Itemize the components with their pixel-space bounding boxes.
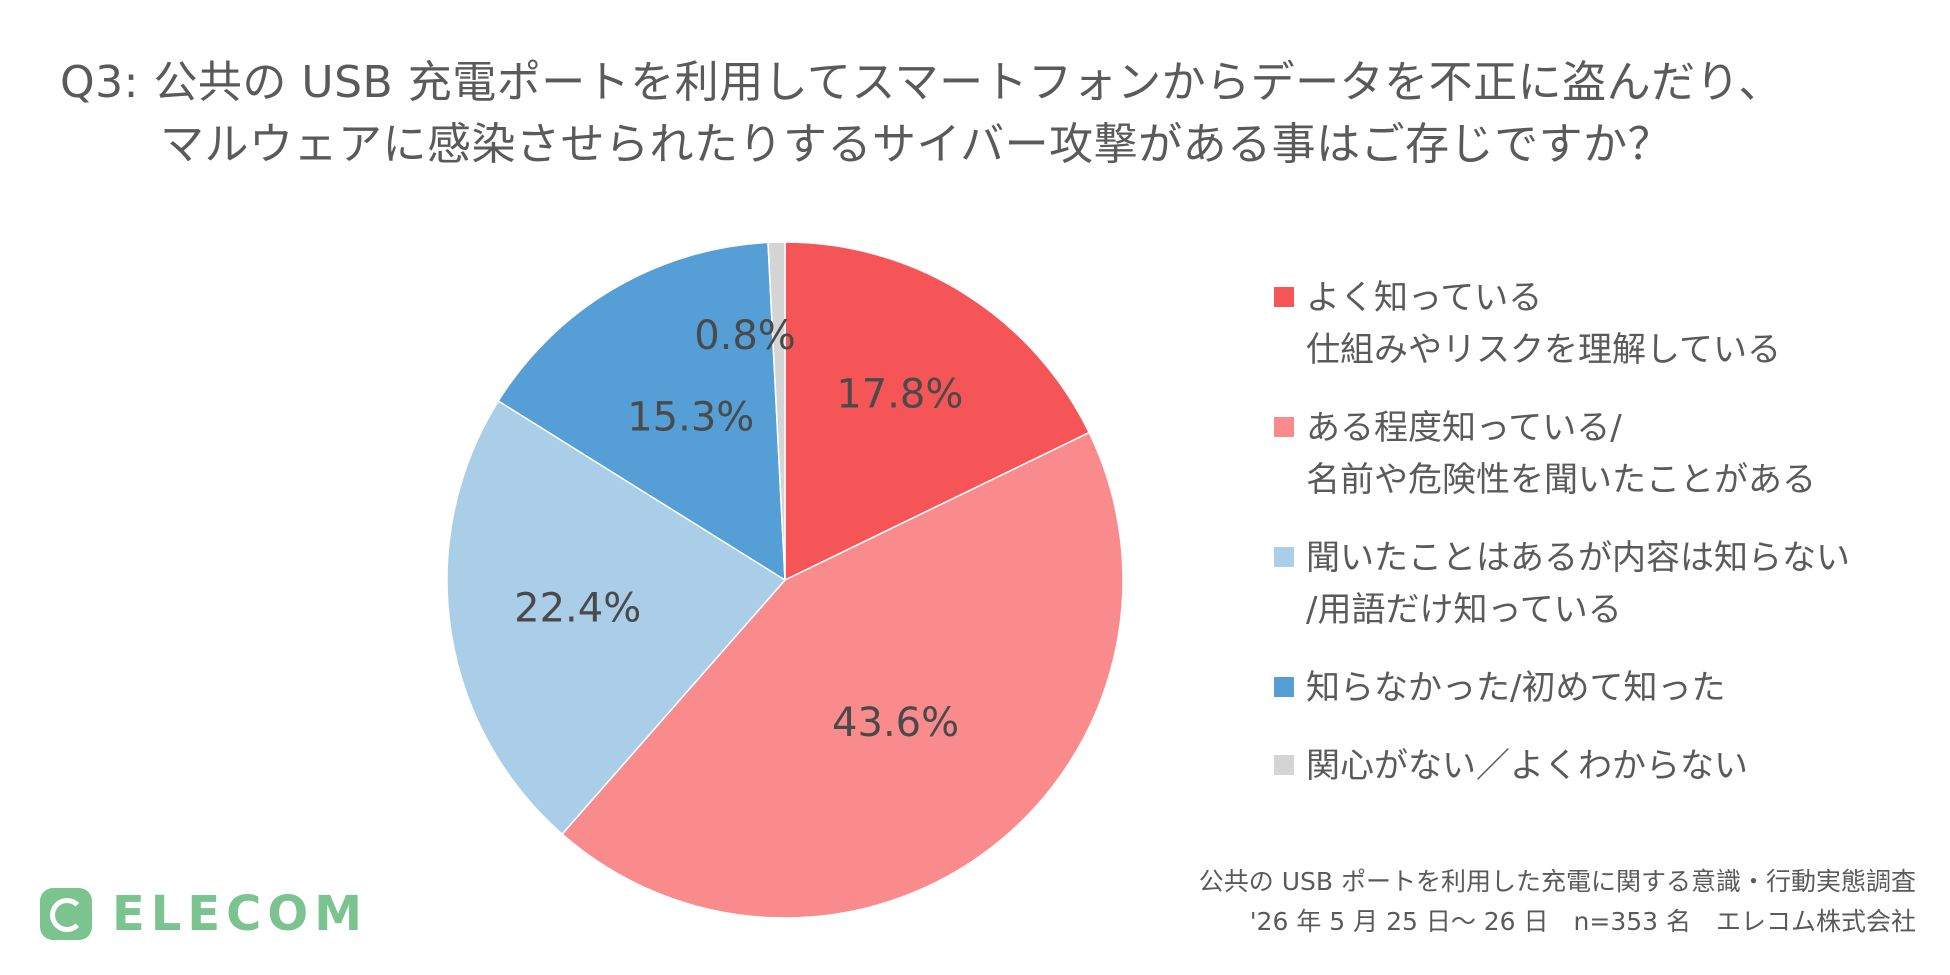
elecom-logo-text: ELECOM <box>112 886 368 942</box>
elecom-logo: ELECOM <box>40 886 368 942</box>
pie-slice-3 <box>446 399 787 836</box>
legend-item-4: 知らなかった/初めて知った <box>1270 662 1930 714</box>
pie-slice-1 <box>784 241 1091 582</box>
legend-swatch-2 <box>1274 417 1294 437</box>
source-note: 公共の USB ポートを利用した充電に関する意識・行動実態調査 '26 年 5 … <box>1199 862 1916 942</box>
chart-title-line-2: マルウェアに感染させられたりするサイバー攻撃がある事はご存じですか？ <box>160 119 1673 170</box>
pie-slice-2 <box>561 431 1124 919</box>
chart-title-line-1: Q3: 公共の USB 充電ポートを利用してスマートフォンからデータを不正に盗ん… <box>60 57 1783 108</box>
legend-swatch-3 <box>1274 547 1294 567</box>
legend-label-1-line-1: よく知っている <box>1306 278 1543 318</box>
source-note-line-2: '26 年 5 月 25 日～ 26 日 n=353 名 エレコム株式会社 <box>1249 907 1916 936</box>
legend-item-3: 聞いたことはあるが内容は知らない/用語だけ知っている <box>1270 532 1930 636</box>
data-label-5: 0.8% <box>694 313 796 359</box>
legend-label-2-line-2: 名前や危険性を聞いたことがある <box>1306 460 1816 500</box>
legend-label-4-line-1: 知らなかった/初めて知った <box>1306 668 1726 708</box>
chart-title: Q3: 公共の USB 充電ポートを利用してスマートフォンからデータを不正に盗ん… <box>60 52 1920 176</box>
legend-item-1: よく知っている仕組みやリスクを理解している <box>1270 272 1930 376</box>
data-label-1: 17.8% <box>836 372 963 418</box>
legend-item-5: 関心がない／よくわからない <box>1270 740 1930 792</box>
data-label-3: 22.4% <box>514 586 641 632</box>
source-note-line-1: 公共の USB ポートを利用した充電に関する意識・行動実態調査 <box>1198 867 1916 896</box>
data-label-4: 15.3% <box>627 395 754 441</box>
legend-label-1-line-2: 仕組みやリスクを理解している <box>1306 330 1781 370</box>
legend: よく知っている 仕組みやリスクを理解している ある程度知っている/名前や危険性を聞い… <box>1270 272 1930 818</box>
legend-label-2-line-1: ある程度知っている/ <box>1306 408 1622 448</box>
legend-item-2: ある程度知っている/名前や危険性を聞いたことがある <box>1270 402 1930 506</box>
legend-swatch-1 <box>1274 287 1294 307</box>
legend-label-5-line-1: 関心がない／よくわからない <box>1306 746 1748 786</box>
legend-swatch-5 <box>1274 755 1294 775</box>
elecom-logo-mark-icon <box>40 888 92 940</box>
legend-label-3-line-2: /用語だけ知っている <box>1306 590 1622 630</box>
data-label-2: 43.6% <box>832 700 959 746</box>
pie-slice-5 <box>767 241 786 581</box>
legend-label-3-line-1: 聞いたことはあるが内容は知らない <box>1306 538 1850 578</box>
legend-swatch-4 <box>1274 677 1294 697</box>
pie-slice-4 <box>497 241 786 582</box>
